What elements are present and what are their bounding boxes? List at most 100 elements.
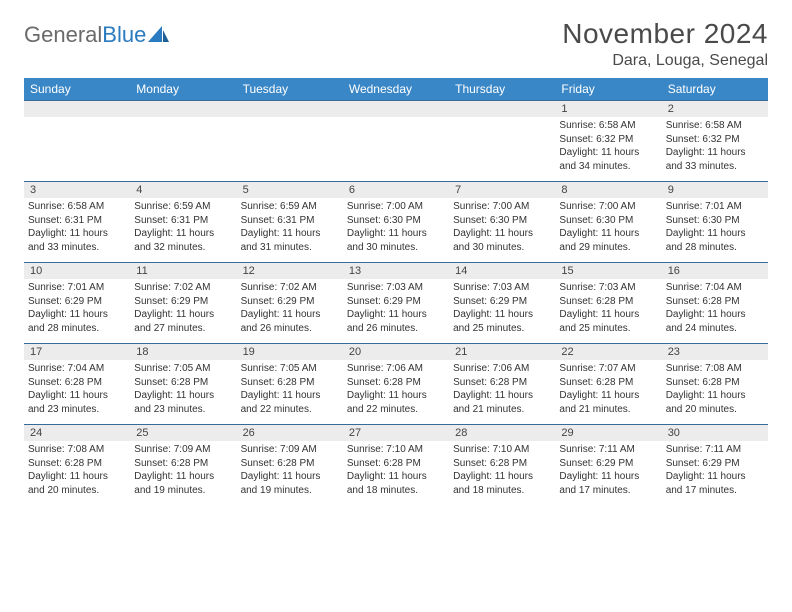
day-number-cell: 6 <box>343 182 449 199</box>
day-number-cell: 15 <box>555 263 661 280</box>
sunset-text: Sunset: 6:28 PM <box>28 376 126 390</box>
daylight-text: Daylight: 11 hours and 33 minutes. <box>666 146 764 173</box>
sunset-text: Sunset: 6:28 PM <box>666 295 764 309</box>
brand-word-2: Blue <box>102 22 146 48</box>
day-info-cell: Sunrise: 7:07 AMSunset: 6:28 PMDaylight:… <box>555 360 661 425</box>
day-info-cell: Sunrise: 6:59 AMSunset: 6:31 PMDaylight:… <box>130 198 236 263</box>
day-number-cell: 4 <box>130 182 236 199</box>
sunset-text: Sunset: 6:28 PM <box>134 457 232 471</box>
info-row: Sunrise: 7:01 AMSunset: 6:29 PMDaylight:… <box>24 279 768 344</box>
day-header: Saturday <box>662 78 768 101</box>
sunrise-text: Sunrise: 7:08 AM <box>28 443 126 457</box>
sunrise-text: Sunrise: 7:05 AM <box>134 362 232 376</box>
brand-word-1: General <box>24 22 102 48</box>
day-number-cell: 22 <box>555 344 661 361</box>
day-info-cell: Sunrise: 7:05 AMSunset: 6:28 PMDaylight:… <box>237 360 343 425</box>
day-info-cell: Sunrise: 7:01 AMSunset: 6:30 PMDaylight:… <box>662 198 768 263</box>
day-number-cell: 27 <box>343 425 449 442</box>
sunrise-text: Sunrise: 7:06 AM <box>347 362 445 376</box>
sunset-text: Sunset: 6:29 PM <box>28 295 126 309</box>
day-number-cell: 17 <box>24 344 130 361</box>
sunrise-text: Sunrise: 6:58 AM <box>666 119 764 133</box>
day-info-cell: Sunrise: 7:00 AMSunset: 6:30 PMDaylight:… <box>449 198 555 263</box>
brand-logo: GeneralBlue <box>24 18 170 48</box>
sunset-text: Sunset: 6:28 PM <box>559 376 657 390</box>
sunset-text: Sunset: 6:28 PM <box>559 295 657 309</box>
day-number-cell: 10 <box>24 263 130 280</box>
sunrise-text: Sunrise: 6:58 AM <box>28 200 126 214</box>
daylight-text: Daylight: 11 hours and 26 minutes. <box>241 308 339 335</box>
sunrise-text: Sunrise: 7:01 AM <box>666 200 764 214</box>
day-info-cell <box>130 117 236 182</box>
day-info-cell: Sunrise: 7:04 AMSunset: 6:28 PMDaylight:… <box>24 360 130 425</box>
sunset-text: Sunset: 6:29 PM <box>347 295 445 309</box>
day-info-cell: Sunrise: 7:01 AMSunset: 6:29 PMDaylight:… <box>24 279 130 344</box>
day-info-cell: Sunrise: 7:03 AMSunset: 6:28 PMDaylight:… <box>555 279 661 344</box>
day-number-cell: 3 <box>24 182 130 199</box>
daylight-text: Daylight: 11 hours and 33 minutes. <box>28 227 126 254</box>
sunrise-text: Sunrise: 7:02 AM <box>134 281 232 295</box>
day-info-cell: Sunrise: 7:02 AMSunset: 6:29 PMDaylight:… <box>237 279 343 344</box>
info-row: Sunrise: 7:08 AMSunset: 6:28 PMDaylight:… <box>24 441 768 505</box>
daylight-text: Daylight: 11 hours and 20 minutes. <box>28 470 126 497</box>
day-info-cell: Sunrise: 7:03 AMSunset: 6:29 PMDaylight:… <box>449 279 555 344</box>
sunrise-text: Sunrise: 7:00 AM <box>347 200 445 214</box>
sunrise-text: Sunrise: 7:02 AM <box>241 281 339 295</box>
day-header: Thursday <box>449 78 555 101</box>
sunrise-text: Sunrise: 7:09 AM <box>134 443 232 457</box>
sunrise-text: Sunrise: 7:11 AM <box>666 443 764 457</box>
day-number-cell: 11 <box>130 263 236 280</box>
day-header: Wednesday <box>343 78 449 101</box>
daylight-text: Daylight: 11 hours and 30 minutes. <box>453 227 551 254</box>
day-info-cell: Sunrise: 7:11 AMSunset: 6:29 PMDaylight:… <box>662 441 768 505</box>
day-number-cell: 18 <box>130 344 236 361</box>
sunrise-text: Sunrise: 7:10 AM <box>453 443 551 457</box>
sunset-text: Sunset: 6:32 PM <box>666 133 764 147</box>
day-info-cell <box>449 117 555 182</box>
month-title: November 2024 <box>562 18 768 50</box>
day-number-cell: 2 <box>662 101 768 118</box>
sunrise-text: Sunrise: 7:00 AM <box>453 200 551 214</box>
day-info-cell: Sunrise: 7:04 AMSunset: 6:28 PMDaylight:… <box>662 279 768 344</box>
sunrise-text: Sunrise: 7:01 AM <box>28 281 126 295</box>
daylight-text: Daylight: 11 hours and 19 minutes. <box>241 470 339 497</box>
sunset-text: Sunset: 6:29 PM <box>666 457 764 471</box>
daylight-text: Daylight: 11 hours and 19 minutes. <box>134 470 232 497</box>
sunrise-text: Sunrise: 7:07 AM <box>559 362 657 376</box>
daylight-text: Daylight: 11 hours and 17 minutes. <box>666 470 764 497</box>
sunset-text: Sunset: 6:28 PM <box>241 457 339 471</box>
daynum-row: 10111213141516 <box>24 263 768 280</box>
sunset-text: Sunset: 6:28 PM <box>347 376 445 390</box>
location-label: Dara, Louga, Senegal <box>562 52 768 70</box>
sunset-text: Sunset: 6:28 PM <box>28 457 126 471</box>
day-info-cell: Sunrise: 7:06 AMSunset: 6:28 PMDaylight:… <box>343 360 449 425</box>
sunrise-text: Sunrise: 7:04 AM <box>28 362 126 376</box>
page-header: GeneralBlue November 2024 Dara, Louga, S… <box>24 18 768 70</box>
day-number-cell: 25 <box>130 425 236 442</box>
day-info-cell <box>237 117 343 182</box>
day-info-cell: Sunrise: 6:59 AMSunset: 6:31 PMDaylight:… <box>237 198 343 263</box>
daylight-text: Daylight: 11 hours and 21 minutes. <box>453 389 551 416</box>
day-info-cell: Sunrise: 7:06 AMSunset: 6:28 PMDaylight:… <box>449 360 555 425</box>
sunrise-text: Sunrise: 7:03 AM <box>347 281 445 295</box>
day-info-cell: Sunrise: 7:09 AMSunset: 6:28 PMDaylight:… <box>237 441 343 505</box>
day-header: Sunday <box>24 78 130 101</box>
day-header: Tuesday <box>237 78 343 101</box>
sunset-text: Sunset: 6:32 PM <box>559 133 657 147</box>
day-info-cell: Sunrise: 7:08 AMSunset: 6:28 PMDaylight:… <box>24 441 130 505</box>
sunset-text: Sunset: 6:30 PM <box>347 214 445 228</box>
sunrise-text: Sunrise: 7:04 AM <box>666 281 764 295</box>
sunset-text: Sunset: 6:31 PM <box>28 214 126 228</box>
sunset-text: Sunset: 6:30 PM <box>559 214 657 228</box>
day-info-cell: Sunrise: 7:00 AMSunset: 6:30 PMDaylight:… <box>555 198 661 263</box>
info-row: Sunrise: 7:04 AMSunset: 6:28 PMDaylight:… <box>24 360 768 425</box>
day-number-cell: 20 <box>343 344 449 361</box>
daylight-text: Daylight: 11 hours and 18 minutes. <box>453 470 551 497</box>
day-number-cell: 9 <box>662 182 768 199</box>
sunrise-text: Sunrise: 7:11 AM <box>559 443 657 457</box>
day-info-cell <box>24 117 130 182</box>
daylight-text: Daylight: 11 hours and 23 minutes. <box>28 389 126 416</box>
daylight-text: Daylight: 11 hours and 31 minutes. <box>241 227 339 254</box>
daylight-text: Daylight: 11 hours and 17 minutes. <box>559 470 657 497</box>
sunset-text: Sunset: 6:31 PM <box>241 214 339 228</box>
